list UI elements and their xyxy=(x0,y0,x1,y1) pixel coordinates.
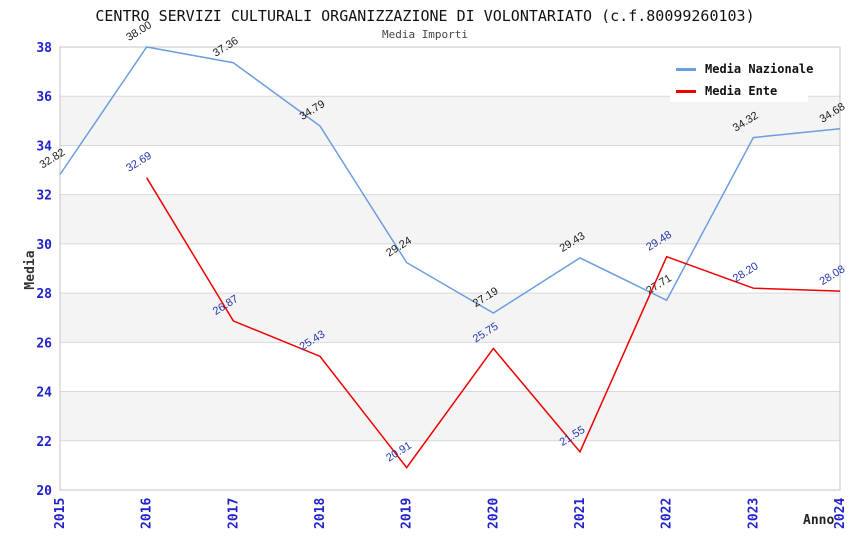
legend: Media Nazionale Media Ente xyxy=(670,55,813,102)
x-tick-label: 2016 xyxy=(140,498,155,529)
x-tick-label: 2018 xyxy=(313,498,328,529)
legend-label: Media Nazionale xyxy=(705,62,814,76)
x-tick-label: 2022 xyxy=(660,498,675,529)
y-tick-label: 38 xyxy=(36,41,52,56)
x-tick-label: 2021 xyxy=(573,498,588,529)
legend-item: Media Ente xyxy=(670,80,808,102)
y-tick-label: 32 xyxy=(36,189,52,204)
data-point-label: 38.00 xyxy=(124,19,154,44)
chart-subtitle: Media Importi xyxy=(381,28,469,41)
x-axis-title: Anno xyxy=(803,513,835,528)
y-tick-label: 20 xyxy=(36,484,52,499)
x-tick-label: 2020 xyxy=(486,498,501,529)
legend-item: Media Nazionale xyxy=(670,58,813,80)
x-tick-labels: 2015 2016 2017 2018 2019 2020 2021 2022 2023 2024 xyxy=(53,498,848,529)
x-tick-label: 2024 xyxy=(833,498,848,529)
x-tick-label: 2015 xyxy=(53,498,68,529)
y-axis-title: Media xyxy=(23,250,38,290)
x-tick-label: 2019 xyxy=(400,498,415,529)
y-tick-label: 26 xyxy=(36,336,52,351)
y-tick-label: 30 xyxy=(36,238,52,253)
series-line xyxy=(59,46,841,314)
y-tick-labels: 20 22 24 26 28 30 32 34 36 38 xyxy=(36,41,52,499)
y-tick-label: 22 xyxy=(36,435,52,450)
plot-bands xyxy=(60,47,840,490)
series-line xyxy=(146,177,841,469)
y-tick-label: 28 xyxy=(36,287,52,302)
chart-title: CENTRO SERVIZI CULTURALI ORGANIZZAZIONE … xyxy=(95,7,755,25)
y-tick-label: 34 xyxy=(36,139,52,154)
y-tick-label: 36 xyxy=(36,90,52,105)
legend-line-marker xyxy=(676,67,696,71)
x-tick-label: 2023 xyxy=(746,498,761,529)
y-tick-label: 24 xyxy=(36,386,52,401)
plot-border xyxy=(59,46,841,491)
x-tick-label: 2017 xyxy=(226,498,241,529)
legend-label: Media Ente xyxy=(705,84,778,98)
legend-line-marker xyxy=(676,89,696,93)
